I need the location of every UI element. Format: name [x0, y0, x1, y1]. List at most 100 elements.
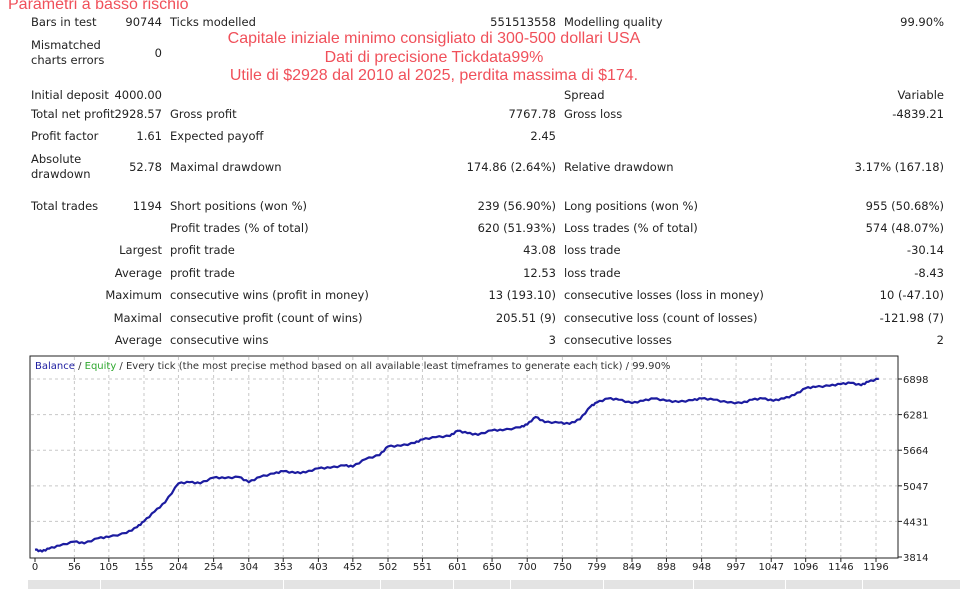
value: 43.08 [523, 243, 556, 257]
x-tick-label: 304 [239, 562, 258, 573]
label: Expected payoff [170, 129, 264, 143]
label: consecutive losses [564, 333, 672, 347]
x-tick-label: 898 [657, 562, 676, 573]
x-tick-label: 849 [622, 562, 641, 573]
legend-balance: Balance [35, 361, 75, 372]
x-tick-label: 155 [134, 562, 153, 573]
value: 2 [936, 333, 944, 347]
chart-frame [29, 355, 899, 559]
label: profit trade [170, 243, 235, 257]
value: 239 (56.90%) [477, 199, 556, 213]
x-tick-label: 1146 [828, 562, 853, 573]
value: -8.43 [914, 266, 944, 280]
value: 574 (48.07%) [865, 221, 944, 235]
label: Largest [119, 243, 162, 257]
label: loss trade [564, 243, 621, 257]
label: Maximal drawdown [170, 160, 282, 174]
label: Ticks modelled [170, 15, 256, 29]
value: 10 (-47.10) [879, 288, 944, 302]
label: Average [114, 333, 162, 347]
value: 7767.78 [508, 107, 556, 121]
x-tick-label: 0 [32, 562, 38, 573]
y-tick-label: 6281 [903, 411, 928, 422]
x-tick-label: 948 [692, 562, 711, 573]
overlay-line3: Utile di $2928 dal 2010 al 2025, perdita… [229, 67, 639, 84]
label: consecutive wins (profit in money) [170, 288, 369, 302]
label: Gross loss [564, 107, 623, 121]
y-tick-label: 4431 [903, 517, 928, 528]
value: -4839.21 [892, 107, 944, 121]
x-tick-label: 204 [169, 562, 188, 573]
label: Relative drawdown [564, 160, 674, 174]
y-tick-label: 5664 [903, 446, 928, 457]
balance-line [34, 377, 879, 553]
label: Total trades [31, 199, 99, 213]
value: 2.45 [530, 129, 556, 143]
label: Gross profit [170, 107, 237, 121]
value: 955 (50.68%) [865, 199, 944, 213]
label: consecutive wins [170, 333, 269, 347]
overlay-title: Parametri a basso rischio [8, 0, 189, 13]
label: Long positions (won %) [564, 199, 698, 213]
label: loss trade [564, 266, 621, 280]
x-tick-label: 1096 [793, 562, 818, 573]
label: consecutive loss (count of losses) [564, 311, 758, 325]
value: -121.98 (7) [879, 311, 944, 325]
label: consecutive profit (count of wins) [170, 311, 363, 325]
value: 551513558 [490, 15, 556, 29]
value: 174.86 (2.64%) [466, 160, 556, 174]
label: Spread [564, 88, 605, 102]
label: Loss trades (% of total) [564, 221, 698, 235]
x-tick-label: 452 [343, 562, 362, 573]
value: 205.51 (9) [495, 311, 556, 325]
value: 0 [154, 46, 162, 60]
value: Variable [897, 88, 944, 102]
x-tick-label: 700 [518, 562, 537, 573]
value: 52.78 [129, 160, 162, 174]
label: Profit trades (% of total) [170, 221, 309, 235]
label: profit trade [170, 266, 235, 280]
label: Total net profit [31, 107, 115, 121]
x-tick-label: 601 [448, 562, 467, 573]
value: 1194 [132, 199, 162, 213]
x-tick-label: 1047 [759, 562, 784, 573]
overlay-line2: Dati di precisione Tickdata99% [324, 49, 544, 66]
x-tick-label: 403 [309, 562, 328, 573]
value: 2928.57 [114, 107, 162, 121]
x-tick-label: 551 [413, 562, 432, 573]
label: Mismatched [31, 38, 101, 52]
x-tick-label: 650 [483, 562, 502, 573]
label: Maximum [105, 288, 162, 302]
value: 620 (51.93%) [477, 221, 556, 235]
value: 12.53 [523, 266, 556, 280]
x-tick-label: 254 [204, 562, 223, 573]
label: charts errors [31, 53, 105, 67]
value: 13 (193.10) [488, 288, 556, 302]
legend-equity: Equity [85, 361, 117, 372]
x-tick-label: 353 [274, 562, 293, 573]
x-tick-label: 502 [378, 562, 397, 573]
x-tick-label: 799 [587, 562, 606, 573]
label: drawdown [31, 167, 91, 181]
label: Modelling quality [564, 15, 663, 29]
label: Average [114, 266, 162, 280]
label: consecutive losses (loss in money) [564, 288, 764, 302]
x-tick-label: 1196 [863, 562, 888, 573]
y-tick-label: 5047 [903, 482, 928, 493]
x-tick-label: 56 [68, 562, 81, 573]
chart-legend: Balance / Equity / Every tick (the most … [35, 361, 670, 372]
y-tick-label: 3814 [903, 553, 928, 564]
balance-chart: Balance / Equity / Every tick (the most … [29, 355, 928, 573]
value: 99.90% [900, 15, 944, 29]
x-tick-label: 105 [99, 562, 118, 573]
x-tick-label: 997 [727, 562, 746, 573]
value: 90744 [125, 15, 162, 29]
label: Bars in test [31, 15, 97, 29]
label: Profit factor [31, 129, 99, 143]
label: Maximal [113, 311, 162, 325]
legend-sep: / [75, 361, 85, 372]
legend-description: / Every tick (the most precise method ba… [116, 361, 670, 372]
bottom-table-header [28, 580, 960, 589]
overlay-line1: Capitale iniziale minimo consigliato di … [227, 30, 641, 47]
y-tick-label: 6898 [903, 375, 928, 386]
